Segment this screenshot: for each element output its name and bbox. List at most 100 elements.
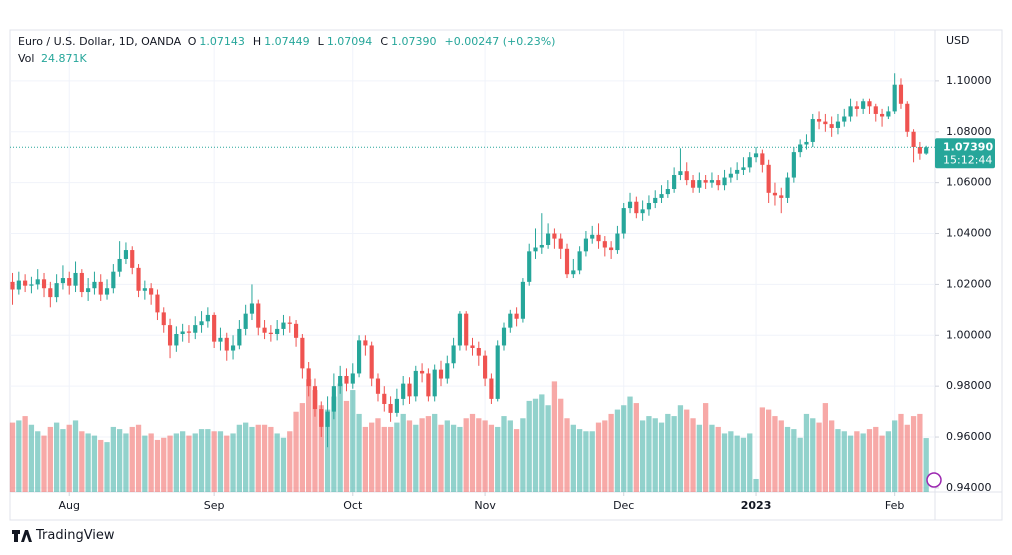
- volume-bar: [41, 435, 47, 492]
- candle-body: [615, 233, 620, 251]
- volume-bar: [356, 413, 362, 492]
- volume-bar: [639, 420, 646, 492]
- volume-bar: [312, 390, 318, 492]
- volume-bar: [476, 418, 482, 492]
- volume-bar: [690, 418, 696, 492]
- candle-body: [546, 233, 551, 245]
- volume-bar: [400, 413, 406, 492]
- candle-body: [281, 322, 286, 329]
- ohlc-value: 1.07390: [391, 35, 437, 48]
- volume-bar: [885, 431, 892, 492]
- candle-body: [180, 331, 185, 335]
- volume-bar: [709, 424, 715, 492]
- candle-body: [621, 208, 626, 234]
- volume-bar: [224, 435, 230, 492]
- candle-body: [924, 147, 929, 154]
- volume-bar: [501, 416, 507, 492]
- volume-bar: [375, 418, 381, 492]
- candle-body: [829, 124, 834, 128]
- y-tick-label: 1.02000: [946, 277, 992, 290]
- volume-bar: [274, 433, 280, 492]
- volume-bar: [797, 437, 803, 492]
- volume-bar: [803, 413, 810, 492]
- candle-body: [212, 314, 217, 342]
- candle-body: [357, 340, 362, 374]
- candle-body: [41, 279, 47, 289]
- candle-body: [445, 363, 450, 379]
- candle-body: [848, 106, 853, 117]
- candle-body: [760, 153, 765, 165]
- volume-bar: [91, 435, 98, 492]
- candle-body: [73, 272, 78, 286]
- symbol-legend: Euro / U.S. Dollar, 1D, OANDA O 1.07143 H 1…: [18, 35, 563, 48]
- candle-body: [331, 386, 336, 412]
- volume-bar: [110, 426, 116, 492]
- candle-body: [779, 195, 784, 198]
- volume-bar: [488, 424, 495, 492]
- candle-body: [369, 345, 374, 379]
- candle-body: [533, 247, 538, 252]
- y-tick-label: 0.98000: [946, 379, 992, 392]
- volume-bar: [16, 420, 22, 492]
- candle-body: [111, 271, 116, 289]
- candle-body: [753, 153, 759, 158]
- ohlc-key: O: [187, 35, 197, 48]
- volume-bar: [450, 424, 457, 492]
- candle-body: [29, 284, 34, 286]
- volume-bar: [910, 416, 917, 492]
- volume-bar: [211, 431, 217, 492]
- volume-bar: [53, 422, 60, 492]
- y-tick-label: 0.94000: [946, 481, 992, 494]
- candle-body: [804, 141, 809, 145]
- volume-bar: [98, 439, 104, 492]
- volume-bar: [205, 429, 211, 492]
- volume-bar: [791, 429, 797, 492]
- volume-bar: [261, 424, 268, 492]
- volume-bar: [180, 431, 186, 492]
- volume-bar: [217, 431, 224, 492]
- x-tick-label: Oct: [343, 499, 363, 512]
- volume-bar: [829, 420, 835, 492]
- volume-bar: [621, 405, 627, 492]
- candle-body: [86, 288, 91, 293]
- ohlc-value: 1.07449: [264, 35, 310, 48]
- y-tick-label: 1.00000: [946, 328, 992, 341]
- volume-bar: [652, 418, 658, 492]
- candle-body: [646, 202, 652, 210]
- candle-body: [256, 303, 261, 328]
- candle-body: [149, 288, 154, 295]
- candle-body: [104, 288, 110, 295]
- candle-body: [659, 194, 664, 198]
- volume-bar: [715, 426, 721, 492]
- candle-body: [917, 147, 922, 154]
- x-tick-label: 2023: [741, 499, 772, 512]
- volume-bar: [167, 435, 173, 492]
- candle-body: [243, 313, 248, 329]
- candle-body: [451, 345, 456, 364]
- volume-bar: [576, 429, 583, 492]
- volume-bar: [583, 431, 589, 492]
- volume-bar: [482, 420, 488, 492]
- volume-bar: [810, 418, 816, 492]
- y-tick-label: 1.08000: [946, 125, 992, 138]
- candle-body: [262, 327, 267, 333]
- volume-bar: [513, 429, 520, 492]
- volume-bar: [879, 435, 885, 492]
- candle-body: [690, 180, 696, 188]
- candle-body: [60, 278, 66, 284]
- volume-bar: [753, 478, 759, 492]
- ohlc-key: H: [252, 35, 262, 48]
- candle-body: [709, 180, 715, 183]
- volume-bar: [362, 426, 369, 492]
- candle-body: [879, 113, 885, 117]
- candle-body: [892, 84, 897, 112]
- volume-bar: [526, 400, 532, 492]
- candle-body: [520, 281, 525, 319]
- candle-body: [735, 169, 740, 174]
- candle-body: [816, 119, 822, 122]
- volume-bar: [532, 398, 539, 492]
- candle-body: [205, 314, 210, 322]
- volume-bar: [734, 435, 740, 492]
- candle-body: [35, 279, 40, 285]
- candle-body: [79, 272, 84, 293]
